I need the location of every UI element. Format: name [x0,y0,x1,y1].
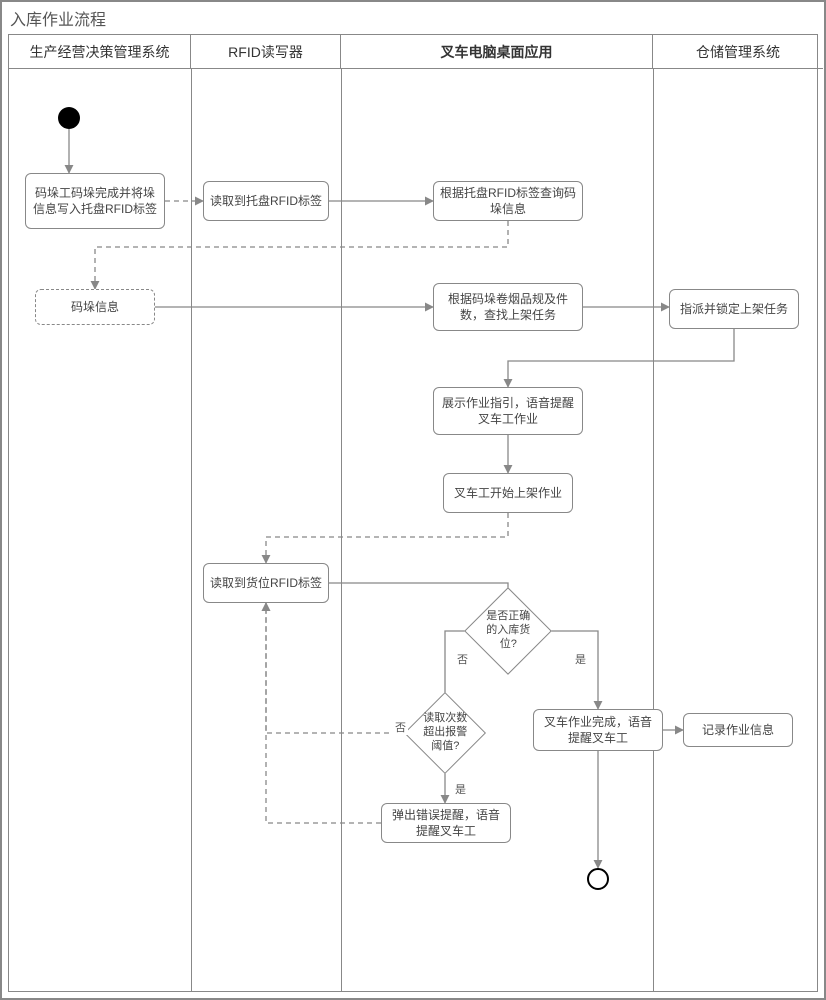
process-n11: 叉车作业完成，语音提醒叉车工 [533,709,663,751]
lane-header-col1: 生产经营决策管理系统 [9,35,191,69]
process-n1: 码垛工码垛完成并将垛信息写入托盘RFID标签 [25,173,165,229]
process-n4: 码垛信息 [35,289,155,325]
edge-e11 [539,631,598,709]
decision-d2: 读取次数超出报警阈值? [404,692,486,774]
lane-separator [341,69,342,991]
edge-e10 [445,631,477,704]
lane-header-col4: 仓储管理系统 [653,35,823,69]
swimlane-container: 生产经营决策管理系统RFID读写器叉车电脑桌面应用仓储管理系统码垛工码垛完成并将… [8,34,818,992]
process-n7: 展示作业指引，语音提醒叉车工作业 [433,387,583,435]
edge-e6 [508,329,734,387]
diagram-title: 入库作业流程 [10,6,106,30]
decision-d1: 是否正确的入库货位? [464,587,552,675]
edge-label: 是 [573,651,588,667]
lane-header-col3: 叉车电脑桌面应用 [341,35,653,69]
process-n10: 弹出错误提醒，语音提醒叉车工 [381,803,511,843]
edge-label: 否 [393,719,408,735]
end-node [587,868,609,890]
process-n2: 读取到托盘RFID标签 [203,181,329,221]
edge-e3 [95,221,508,289]
process-n6: 指派并锁定上架任务 [669,289,799,329]
process-n8: 叉车工开始上架作业 [443,473,573,513]
process-n12: 记录作业信息 [683,713,793,747]
edge-label: 否 [455,651,470,667]
lane-separator [653,69,654,991]
process-n5: 根据码垛卷烟品规及件数，查找上架任务 [433,283,583,331]
process-n3: 根据托盘RFID标签查询码垛信息 [433,181,583,221]
start-node [58,107,80,129]
diagram-frame: 入库作业流程 生产经营决策管理系统RFID读写器叉车电脑桌面应用仓储管理系统码垛… [0,0,826,1000]
edge-e9 [329,583,508,600]
edge-label: 是 [453,781,468,797]
edge-e8 [266,513,508,563]
lane-separator [191,69,192,991]
lane-header-col2: RFID读写器 [191,35,341,69]
edge-e14 [266,603,381,823]
process-n9: 读取到货位RFID标签 [203,563,329,603]
